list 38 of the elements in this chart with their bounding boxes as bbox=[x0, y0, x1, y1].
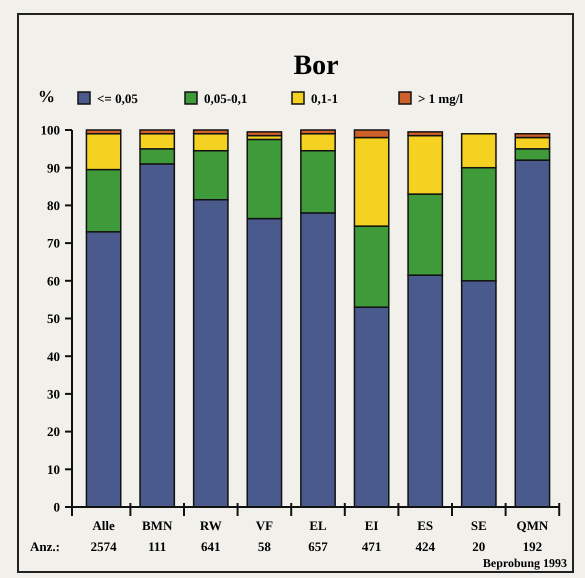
chart-title: Bor bbox=[293, 50, 339, 81]
legend-label: <= 0,05 bbox=[97, 91, 138, 106]
y-tick-label: 80 bbox=[47, 198, 60, 213]
text: 657 bbox=[308, 539, 328, 554]
y-tick-label: 40 bbox=[47, 348, 60, 364]
text: Anz.: bbox=[30, 539, 60, 554]
text: 20 bbox=[472, 539, 486, 554]
y-axis-title: % bbox=[38, 87, 55, 106]
y-tick-label: 100 bbox=[40, 122, 60, 138]
x-tick-label: EL bbox=[309, 518, 327, 533]
text: 192 bbox=[522, 539, 542, 554]
text: 641 bbox=[201, 539, 221, 554]
y-tick-label: 0 bbox=[54, 500, 60, 515]
text: 2574 bbox=[90, 539, 118, 554]
x-tick-label: Alle bbox=[92, 518, 115, 533]
y-tick-label: 50 bbox=[47, 311, 60, 326]
y-tick-label: 60 bbox=[47, 273, 60, 288]
text: 111 bbox=[148, 539, 166, 554]
legend-label: 0,1-1 bbox=[311, 91, 338, 106]
y-tick-label: 90 bbox=[47, 160, 60, 176]
x-tick-label: SE bbox=[470, 518, 487, 533]
text: 58 bbox=[258, 539, 272, 554]
y-tick-label: 70 bbox=[47, 236, 60, 251]
y-tick-label: 10 bbox=[47, 462, 60, 477]
x-tick-label: RW bbox=[200, 518, 222, 533]
x-tick-label: QMN bbox=[516, 518, 549, 533]
text: 424 bbox=[415, 539, 436, 554]
text: Beprobung 1993 bbox=[482, 556, 567, 570]
y-tick-label: 30 bbox=[47, 386, 60, 402]
bar bbox=[246, 131, 282, 136]
x-tick-label: ES bbox=[417, 518, 434, 533]
x-tick-label: BMN bbox=[142, 518, 173, 533]
y-tick-label: 20 bbox=[47, 424, 60, 440]
x-tick-label: VF bbox=[256, 518, 274, 533]
legend-label: 0,05-0,1 bbox=[204, 91, 248, 106]
legend-label: > 1 mg/l bbox=[418, 91, 464, 106]
x-tick-label: EI bbox=[364, 518, 378, 533]
text: 471 bbox=[362, 539, 382, 554]
